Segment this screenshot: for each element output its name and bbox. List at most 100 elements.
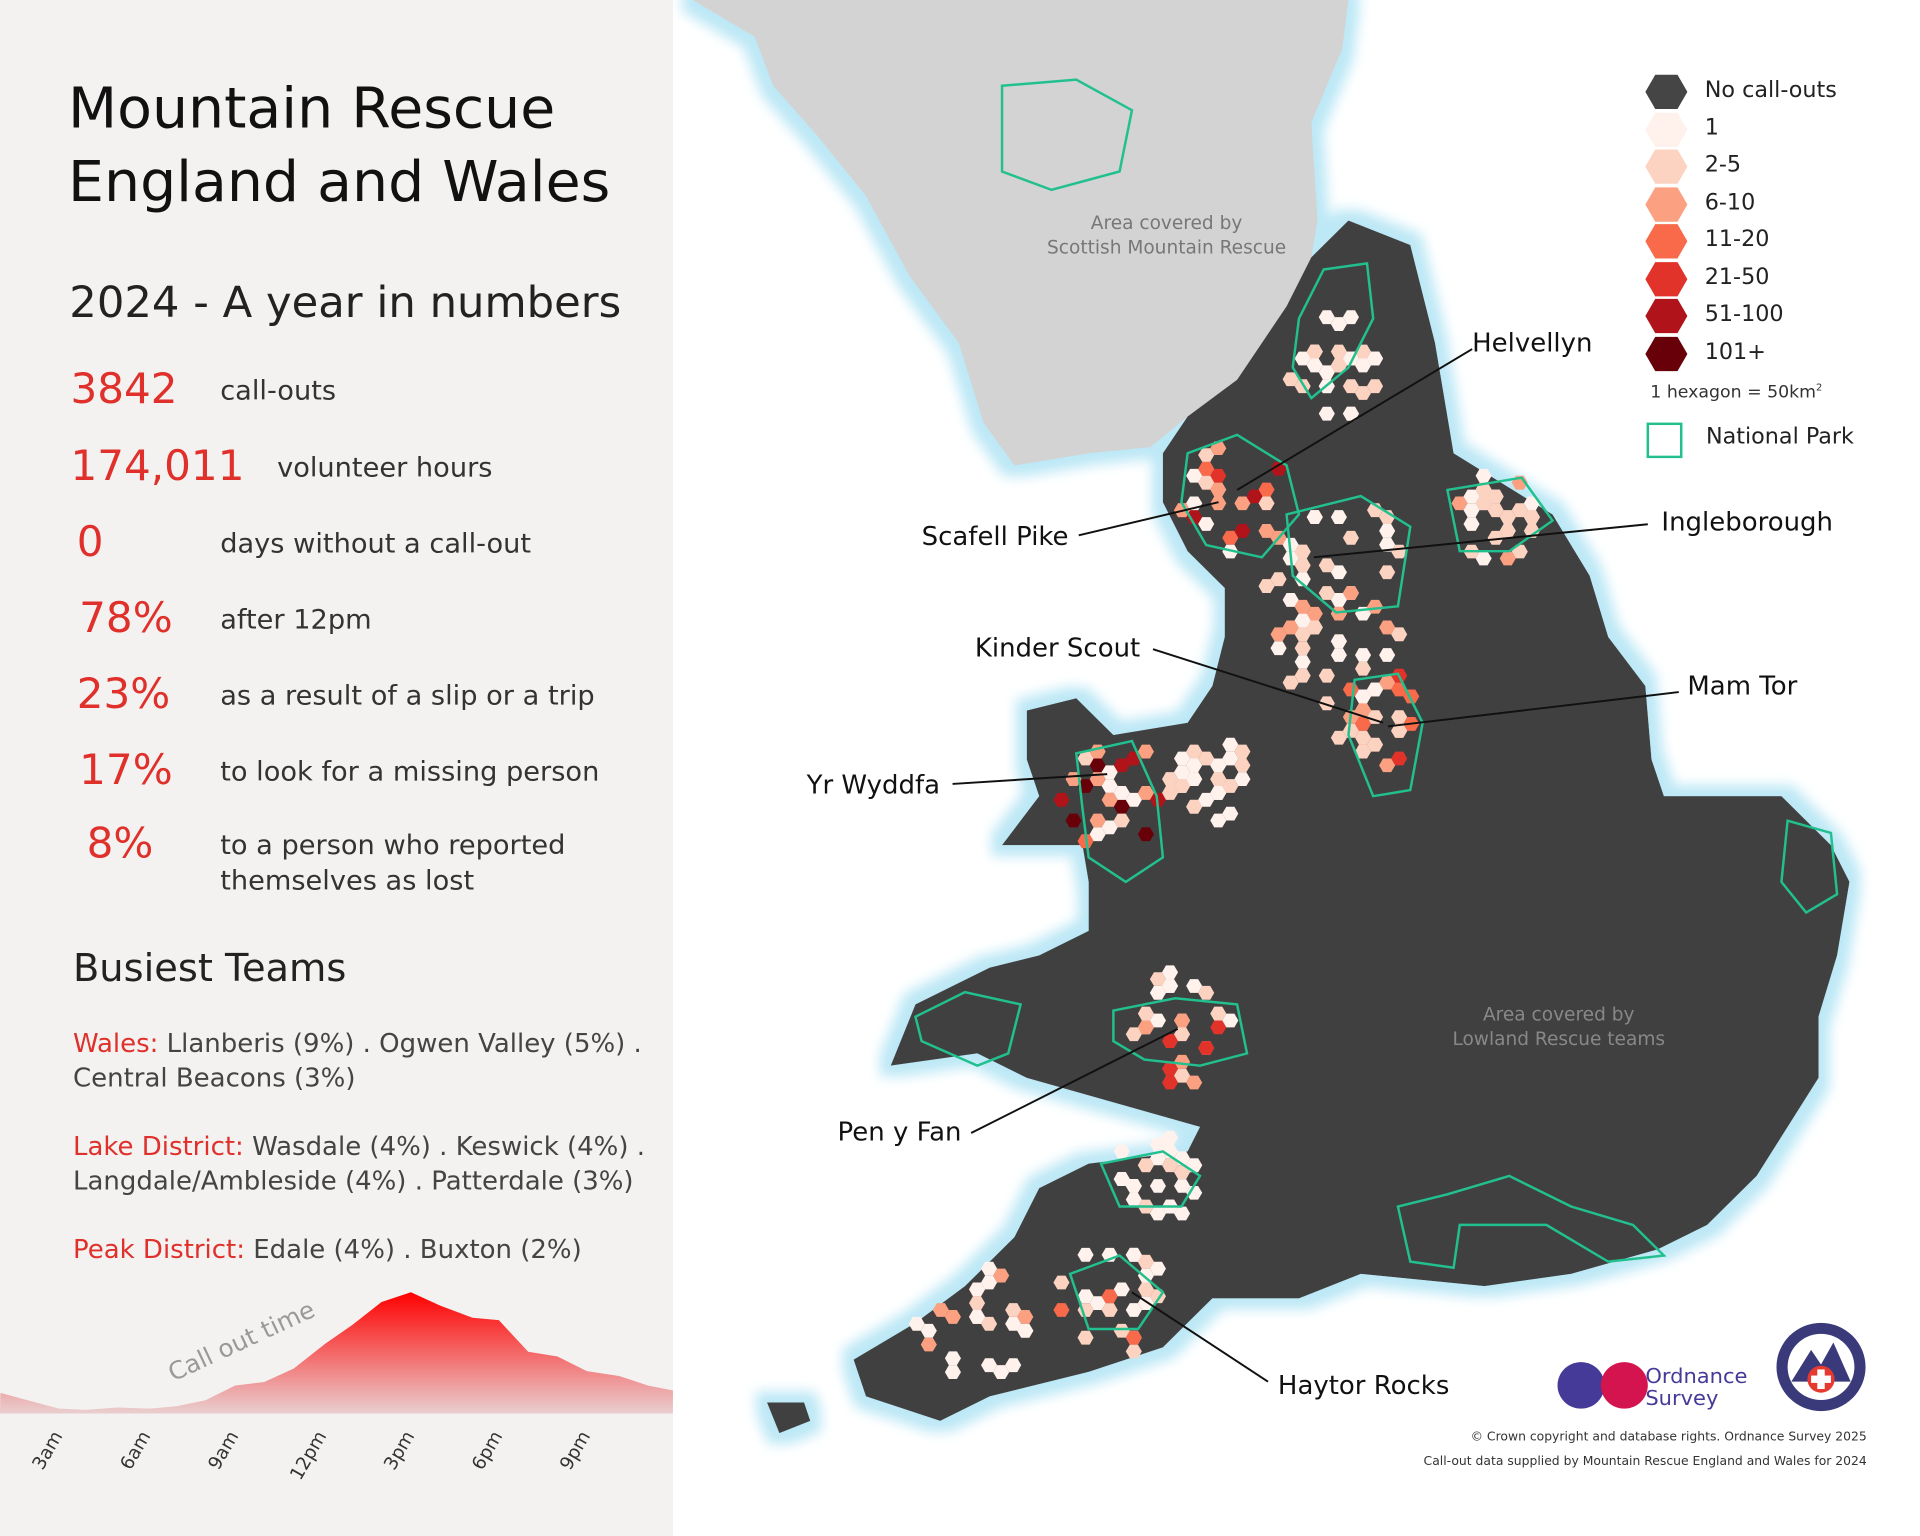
callout-hexagon xyxy=(1210,1006,1227,1021)
callout-hexagon xyxy=(1077,1289,1094,1304)
callout-hexagon xyxy=(1149,1151,1166,1166)
callout-hexagon xyxy=(1113,758,1130,773)
stat-value: 78% xyxy=(79,594,173,644)
callout-hexagon xyxy=(1318,365,1335,380)
callout-hexagon xyxy=(1186,1075,1203,1090)
callout-hexagon xyxy=(1379,620,1396,635)
callout-hexagon xyxy=(1137,1268,1154,1283)
callout-hexagon xyxy=(1186,510,1203,525)
legend-label: 2-5 xyxy=(1704,151,1742,178)
callout-hexagon xyxy=(1113,813,1130,828)
callout-hexagon xyxy=(1330,358,1347,373)
callout-hexagon xyxy=(1330,730,1347,745)
callout-hexagon xyxy=(1294,599,1311,614)
callout-hexagon xyxy=(1294,544,1311,559)
scotland-note: Area covered by Scottish Mountain Rescue xyxy=(1047,213,1286,258)
callout-hexagon xyxy=(1186,468,1203,483)
callout-hexagon xyxy=(1017,1323,1034,1338)
stat-value: 17% xyxy=(79,745,173,795)
callout-hexagon xyxy=(1162,965,1179,980)
callout-hexagon xyxy=(1451,496,1468,511)
callout-hexagon xyxy=(1379,758,1396,773)
busiest-teams-heading: Busiest Teams xyxy=(72,946,347,991)
callout-hexagon xyxy=(1125,1247,1142,1262)
callout-hexagon xyxy=(1270,461,1287,476)
callout-hexagon xyxy=(1149,1137,1166,1152)
callout-hexagon xyxy=(1186,979,1203,993)
callout-hexagon xyxy=(1330,510,1347,525)
legend-label: 51-100 xyxy=(1704,301,1784,328)
data-credit: Call-out data supplied by Mountain Rescu… xyxy=(1423,1455,1867,1469)
callout-hexagon xyxy=(969,1282,986,1297)
callout-hexagon xyxy=(1222,779,1239,793)
callout-hexagon xyxy=(1475,551,1492,566)
callout-hexagon xyxy=(1354,689,1372,704)
x-tick-label: 6pm xyxy=(468,1428,507,1474)
callout-hexagon xyxy=(1366,379,1384,394)
legend-swatch-hexagon xyxy=(1645,298,1688,340)
callout-hexagon xyxy=(1511,544,1528,559)
callout-hexagon xyxy=(1005,1303,1022,1317)
callout-hexagon xyxy=(1234,524,1251,538)
callout-hexagon xyxy=(1065,813,1082,828)
stat-value: 174,011 xyxy=(70,442,245,492)
callout-hexagon xyxy=(1125,1344,1142,1359)
callout-hexagon xyxy=(1354,648,1372,662)
leader-lines xyxy=(952,348,1679,1383)
callout-hexagon xyxy=(1198,751,1215,766)
callout-hexagon xyxy=(969,1310,986,1324)
callout-hexagon xyxy=(1330,317,1347,331)
callout-hexagon xyxy=(1306,358,1323,373)
callout-hexagon xyxy=(1137,744,1154,759)
legend-label: 6-10 xyxy=(1704,189,1756,215)
callout-hexagon xyxy=(1234,744,1251,759)
stat-value: 0 xyxy=(76,518,104,568)
callout-hexagon xyxy=(1198,461,1215,476)
callout-hexagon xyxy=(944,1310,961,1324)
callout-hexagon xyxy=(1330,592,1347,607)
callout-hexagon xyxy=(1174,751,1191,766)
team-peak-district: Peak District: Edale (4%) . Buxton (2%) xyxy=(72,1234,582,1265)
national-park-label: National Park xyxy=(1705,423,1854,450)
stat-label: days without a call-out xyxy=(220,529,532,560)
callout-hexagon xyxy=(1246,489,1263,504)
legend-label: 1 xyxy=(1704,114,1719,141)
callout-hexagon xyxy=(1174,1027,1191,1042)
callout-hexagon xyxy=(1294,668,1311,683)
callout-hexagon xyxy=(1270,627,1287,642)
callout-hexagon xyxy=(1379,565,1396,580)
callout-hexagon xyxy=(1463,503,1480,518)
x-tick-label: 3am xyxy=(29,1428,68,1474)
callout-hexagon xyxy=(1379,675,1396,690)
subtitle: 2024 - A year in numbers xyxy=(69,279,622,329)
callout-hexagon xyxy=(1137,1282,1154,1297)
callout-hexagon xyxy=(981,1261,998,1276)
callout-hexagon xyxy=(920,1337,937,1352)
ordnance-survey-logo: Ordnance Survey xyxy=(1556,1360,1754,1416)
callout-hexagon xyxy=(1113,799,1130,814)
callout-hexagon xyxy=(1113,1323,1130,1338)
callout-hexagon xyxy=(1258,524,1275,538)
callout-hexagon xyxy=(1318,668,1335,683)
callout-hexagon xyxy=(1101,792,1118,807)
svg-text:Ordnance: Ordnance xyxy=(1645,1364,1747,1388)
callout-hexagon xyxy=(1186,799,1203,814)
callout-hexagon xyxy=(1342,406,1359,421)
callout-hexagon xyxy=(1053,1275,1070,1290)
callout-hexagon xyxy=(1077,751,1094,766)
callout-hexagon xyxy=(1294,351,1311,366)
callout-hexagon xyxy=(1125,792,1142,807)
label-helvellyn: Helvellyn xyxy=(1472,329,1592,359)
callout-hexagon xyxy=(1162,1075,1179,1090)
stat-label: volunteer hours xyxy=(277,453,493,484)
callout-hexagon xyxy=(1125,1192,1142,1207)
scotland-region xyxy=(692,0,1349,466)
callout-hexagon xyxy=(1198,517,1215,531)
callout-hexagon xyxy=(1162,1034,1179,1049)
stat-value: 8% xyxy=(86,819,154,869)
callout-hexagon xyxy=(1463,517,1480,531)
island-scilly xyxy=(767,1402,811,1434)
callout-hexagon xyxy=(981,1358,998,1373)
callout-hexagon xyxy=(1174,1013,1191,1028)
info-panel: Mountain Rescue England and Wales 2024 - … xyxy=(0,0,673,1536)
